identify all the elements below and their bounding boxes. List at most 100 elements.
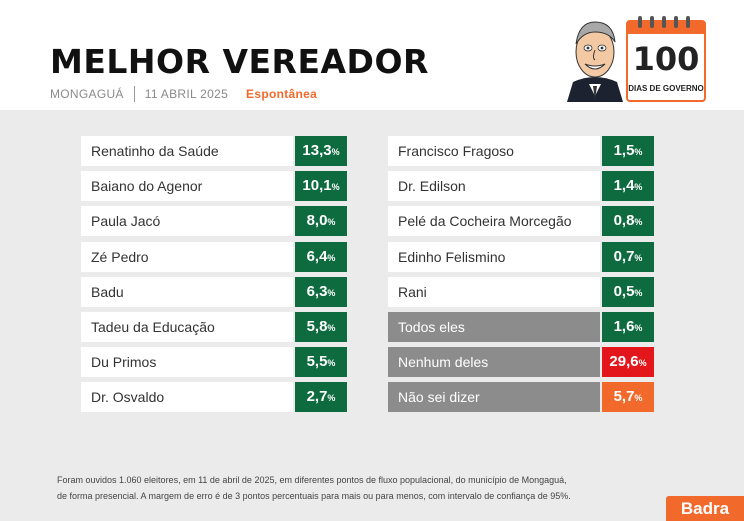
candidate-name: Du Primos	[81, 347, 293, 377]
result-row: Pelé da Cocheira Morcegão 0,8%	[388, 206, 654, 236]
result-row: Nenhum deles 29,6%	[388, 347, 654, 377]
percentage-number: 13,3	[302, 142, 332, 159]
subtitle-line: MONGAGUÁ 11 ABRIL 2025 Espontânea	[50, 86, 317, 102]
percentage-value: 5,7%	[602, 382, 654, 412]
percentage-value: 2,7%	[295, 382, 347, 412]
date-label: 11 ABRIL 2025	[144, 87, 229, 101]
candidate-name: Todos eles	[388, 312, 600, 342]
percent-sign: %	[327, 253, 336, 263]
result-row: Edinho Felismino 0,7%	[388, 242, 654, 272]
percent-sign: %	[327, 217, 336, 227]
percentage-number: 6,4	[306, 248, 328, 265]
result-row: Renatinho da Saúde 13,3%	[81, 136, 347, 166]
percentage-value: 1,6%	[602, 312, 654, 342]
percentage-number: 1,5	[613, 142, 635, 159]
percent-sign: %	[634, 253, 643, 263]
percentage-value: 5,5%	[295, 347, 347, 377]
percent-sign: %	[634, 288, 643, 298]
percent-sign: %	[634, 217, 643, 227]
candidate-name: Zé Pedro	[81, 242, 293, 272]
candidate-name: Pelé da Cocheira Morcegão	[388, 206, 600, 236]
percentage-number: 10,1	[302, 177, 332, 194]
percent-sign: %	[327, 358, 336, 368]
percentage-value: 5,8%	[295, 312, 347, 342]
calendar-badge: 100 DIAS DE GOVERNO	[626, 16, 706, 102]
candidate-name: Renatinho da Saúde	[81, 136, 293, 166]
result-row: Zé Pedro 6,4%	[81, 242, 347, 272]
percentage-number: 0,7	[613, 248, 635, 265]
calendar-bar	[628, 22, 704, 34]
calendar-ring-icon	[650, 16, 654, 28]
methodology-line: de forma presencial. A margem de erro é …	[57, 491, 571, 501]
percentage-number: 8,0	[306, 212, 328, 229]
result-row: Todos eles 1,6%	[388, 312, 654, 342]
result-row: Badu 6,3%	[81, 277, 347, 307]
candidate-name: Baiano do Agenor	[81, 171, 293, 201]
calendar-ring-icon	[638, 16, 642, 28]
candidate-name: Dr. Edilson	[388, 171, 600, 201]
candidate-name: Paula Jacó	[81, 206, 293, 236]
candidate-name: Francisco Fragoso	[388, 136, 600, 166]
percentage-value: 1,4%	[602, 171, 654, 201]
percentage-value: 0,7%	[602, 242, 654, 272]
percentage-value: 13,3%	[295, 136, 347, 166]
percent-sign: %	[634, 147, 643, 157]
percent-sign: %	[638, 358, 647, 368]
percentage-number: 5,8	[306, 318, 328, 335]
result-row: Baiano do Agenor 10,1%	[81, 171, 347, 201]
calendar-ring-icon	[662, 16, 666, 28]
candidate-name: Tadeu da Educação	[81, 312, 293, 342]
percentage-value: 29,6%	[602, 347, 654, 377]
percentage-number: 0,5	[613, 283, 635, 300]
methodology-line: Foram ouvidos 1.060 eleitores, em 11 de …	[57, 475, 567, 485]
percentage-value: 1,5%	[602, 136, 654, 166]
percent-sign: %	[327, 323, 336, 333]
survey-mode-label: Espontânea	[246, 87, 318, 101]
percent-sign: %	[331, 182, 340, 192]
result-row: Dr. Osvaldo 2,7%	[81, 382, 347, 412]
percent-sign: %	[327, 288, 336, 298]
header: MELHOR VEREADOR MONGAGUÁ 11 ABRIL 2025 E…	[0, 0, 744, 110]
percentage-number: 5,7	[613, 388, 635, 405]
percentage-number: 29,6	[609, 353, 639, 370]
candidate-name: Não sei dizer	[388, 382, 600, 412]
percentage-value: 10,1%	[295, 171, 347, 201]
percentage-value: 6,4%	[295, 242, 347, 272]
percent-sign: %	[331, 147, 340, 157]
percent-sign: %	[327, 393, 336, 403]
percentage-value: 6,3%	[295, 277, 347, 307]
result-row: Tadeu da Educação 5,8%	[81, 312, 347, 342]
divider	[133, 86, 135, 102]
percent-sign: %	[634, 323, 643, 333]
percent-sign: %	[634, 182, 643, 192]
candidate-name: Rani	[388, 277, 600, 307]
candidate-name: Dr. Osvaldo	[81, 382, 293, 412]
result-row: Não sei dizer 5,7%	[388, 382, 654, 412]
percentage-number: 5,5	[306, 353, 328, 370]
result-row: Dr. Edilson 1,4%	[388, 171, 654, 201]
calendar-ring-icon	[686, 16, 690, 28]
percent-sign: %	[634, 393, 643, 403]
result-row: Rani 0,5%	[388, 277, 654, 307]
percentage-number: 6,3	[306, 283, 328, 300]
percentage-value: 0,5%	[602, 277, 654, 307]
page-title: MELHOR VEREADOR	[50, 42, 429, 81]
candidate-name: Nenhum deles	[388, 347, 600, 377]
result-row: Du Primos 5,5%	[81, 347, 347, 377]
city-label: MONGAGUÁ	[50, 87, 124, 101]
days-number: 100	[632, 40, 700, 78]
days-caption: DIAS DE GOVERNO	[628, 84, 704, 93]
candidate-name: Edinho Felismino	[388, 242, 600, 272]
percentage-number: 1,4	[613, 177, 635, 194]
calendar-ring-icon	[674, 16, 678, 28]
methodology-note: Foram ouvidos 1.060 eleitores, em 11 de …	[57, 472, 617, 504]
percentage-number: 0,8	[613, 212, 635, 229]
result-row: Paula Jacó 8,0%	[81, 206, 347, 236]
candidate-name: Badu	[81, 277, 293, 307]
brand-logo: Badra	[666, 496, 744, 521]
percentage-value: 8,0%	[295, 206, 347, 236]
caricature-image	[567, 21, 623, 102]
percentage-value: 0,8%	[602, 206, 654, 236]
percentage-number: 1,6	[613, 318, 635, 335]
percentage-number: 2,7	[306, 388, 328, 405]
